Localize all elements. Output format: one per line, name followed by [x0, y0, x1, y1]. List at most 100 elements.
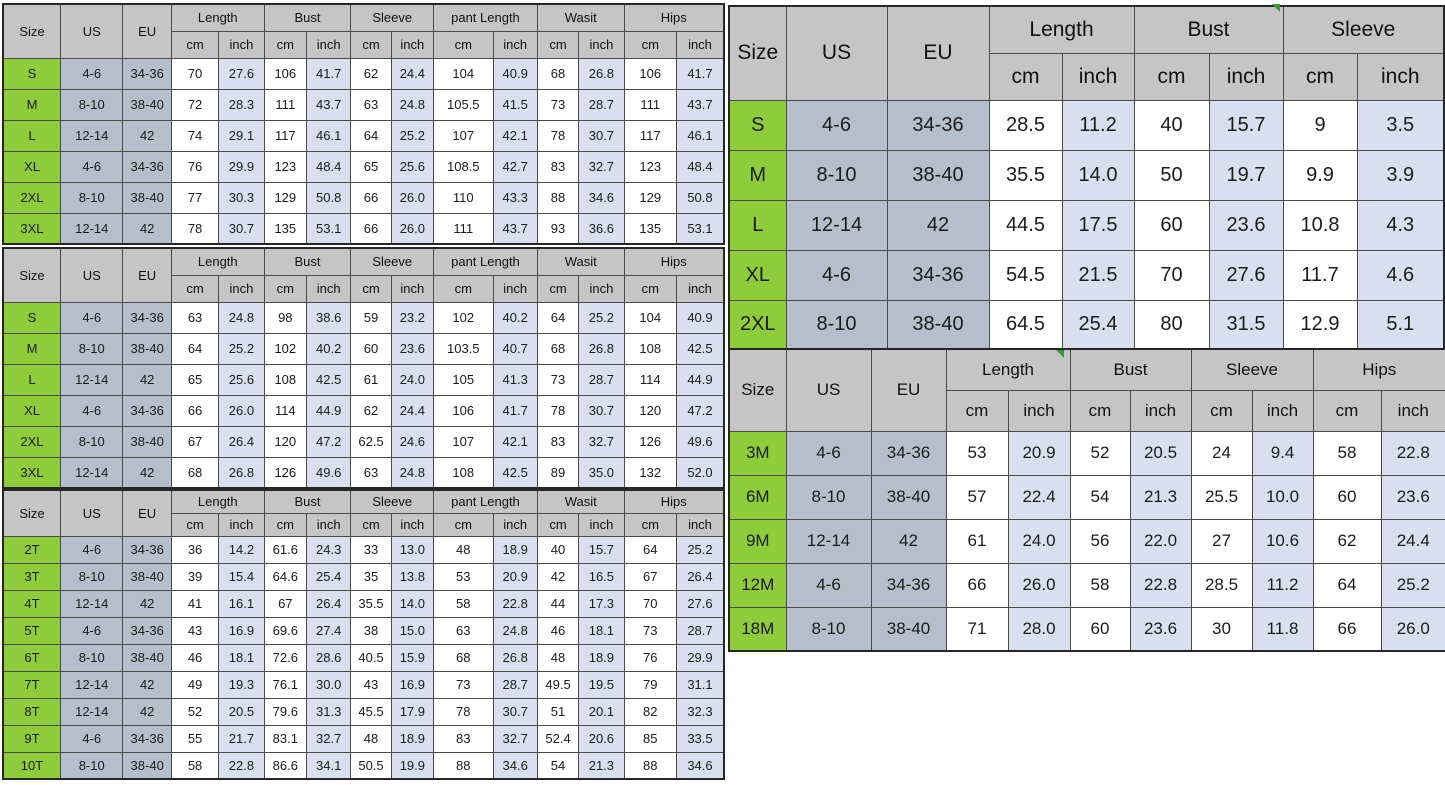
unit-inch-header: inch — [1251, 389, 1314, 432]
measurement-cell: 27.4 — [305, 616, 352, 645]
column-group-header: Bust — [1069, 348, 1192, 391]
unit-cm-header: cm — [263, 512, 307, 537]
measurement-cell: 10.6 — [1251, 518, 1314, 564]
measurement-cell: 58 — [1069, 562, 1131, 608]
measurement-cell: 108.5 — [433, 150, 494, 183]
column-header: US — [59, 489, 124, 537]
size-cell: 6M — [728, 474, 787, 520]
us-size-cell: 4-6 — [785, 99, 888, 151]
size-cell: 9T — [2, 724, 61, 753]
unit-cm-header: cm — [1312, 389, 1382, 432]
measurement-cell: 78 — [170, 212, 220, 245]
measurement-cell: 68 — [536, 57, 580, 90]
measurement-cell: 66 — [945, 562, 1009, 608]
table-row: 7T 12-14 42 49 19.3 76.1 30.0 43 16.9 73 28.7 49.5 1… — [2, 670, 725, 699]
table-row: L 12-14 42 44.5 17.5 60 23.6 10.8 4.3 — [728, 199, 1445, 251]
column-header: US — [785, 5, 888, 101]
column-header: Size — [728, 5, 787, 101]
measurement-cell: 135 — [623, 212, 677, 245]
measurement-cell: 28.5 — [1190, 562, 1253, 608]
size-cell: XL — [2, 394, 61, 427]
unit-inch-header: inch — [492, 512, 538, 537]
unit-cm-header: cm — [263, 30, 307, 59]
measurement-cell: 52 — [170, 697, 220, 726]
unit-cm-header: cm — [536, 274, 580, 303]
measurement-cell: 78 — [433, 697, 494, 726]
measurement-cell: 58 — [170, 751, 220, 780]
measurement-cell: 17.9 — [390, 697, 435, 726]
table-row: 3T 8-10 38-40 39 15.4 64.6 25.4 35 13.8 53 20.9 42 1… — [2, 562, 725, 591]
column-header: EU — [122, 489, 172, 537]
measurement-cell: 46 — [536, 616, 580, 645]
measurement-cell: 28.5 — [988, 99, 1063, 151]
measurement-cell: 24.3 — [305, 535, 352, 564]
measurement-cell: 61.6 — [263, 535, 307, 564]
measurement-cell: 41.3 — [492, 363, 538, 396]
measurement-cell: 86.6 — [263, 751, 307, 780]
measurement-cell: 16.9 — [390, 670, 435, 699]
us-size-cell: 8-10 — [59, 425, 124, 458]
measurement-cell: 66 — [350, 181, 392, 214]
measurement-cell: 126 — [623, 425, 677, 458]
eu-size-cell: 42 — [122, 697, 172, 726]
measurement-cell: 26.8 — [218, 456, 265, 489]
unit-inch-header: inch — [390, 512, 435, 537]
measurement-cell: 66 — [350, 212, 392, 245]
table-row: 3M 4-6 34-36 53 20.9 52 20.5 24 9.4 58 22.8 — [728, 430, 1445, 476]
measurement-cell: 108 — [623, 332, 677, 365]
measurement-cell: 28.7 — [675, 616, 725, 645]
unit-cm-header: cm — [170, 512, 220, 537]
measurement-cell: 60 — [1133, 199, 1210, 251]
measurement-cell: 64.5 — [988, 299, 1063, 351]
measurement-cell: 30.3 — [218, 181, 265, 214]
measurement-cell: 25.2 — [578, 301, 625, 334]
measurement-cell: 35.5 — [988, 149, 1063, 201]
table-row: 5T 4-6 34-36 43 16.9 69.6 27.4 38 15.0 63 24.8 46 18… — [2, 616, 725, 645]
measurement-cell: 20.1 — [578, 697, 625, 726]
measurement-cell: 52.4 — [536, 724, 580, 753]
measurement-cell: 73 — [433, 670, 494, 699]
us-size-cell: 4-6 — [59, 301, 124, 334]
measurement-cell: 3.9 — [1356, 149, 1445, 201]
table-row: 4T 12-14 42 41 16.1 67 26.4 35.5 14.0 58 22.8 44 17.… — [2, 589, 725, 618]
measurement-cell: 30 — [1190, 606, 1253, 652]
measurement-cell: 14.0 — [390, 589, 435, 618]
measurement-cell: 107 — [433, 425, 494, 458]
measurement-cell: 26.8 — [578, 57, 625, 90]
column-group-header: pant Length — [433, 3, 538, 32]
measurement-cell: 40 — [1133, 99, 1210, 151]
measurement-cell: 44 — [536, 589, 580, 618]
measurement-cell: 22.0 — [1129, 518, 1192, 564]
measurement-cell: 29.9 — [675, 643, 725, 672]
measurement-cell: 53 — [433, 562, 494, 591]
measurement-cell: 82 — [623, 697, 677, 726]
size-cell: S — [2, 301, 61, 334]
measurement-cell: 12.9 — [1282, 299, 1358, 351]
measurement-cell: 15.4 — [218, 562, 265, 591]
unit-cm-header: cm — [170, 30, 220, 59]
us-size-cell: 8-10 — [59, 643, 124, 672]
measurement-cell: 89 — [536, 456, 580, 489]
measurement-cell: 19.5 — [578, 670, 625, 699]
unit-header-row: cm inch cm inch cm inch — [729, 52, 1445, 101]
eu-size-cell: 34-36 — [122, 150, 172, 183]
measurement-cell: 26.0 — [1380, 606, 1445, 652]
us-size-cell: 4-6 — [59, 57, 124, 90]
measurement-cell: 28.3 — [218, 88, 265, 121]
measurement-cell: 34.6 — [492, 751, 538, 780]
eu-size-cell: 34-36 — [122, 301, 172, 334]
table-row: XL 4-6 34-36 54.5 21.5 70 27.6 11.7 4.6 — [728, 249, 1445, 301]
measurement-cell: 102 — [263, 332, 307, 365]
measurement-cell: 16.9 — [218, 616, 265, 645]
measurement-cell: 64 — [536, 301, 580, 334]
measurement-cell: 14.0 — [1061, 149, 1135, 201]
measurement-cell: 47.2 — [305, 425, 352, 458]
measurement-cell: 16.1 — [218, 589, 265, 618]
measurement-cell: 56 — [1069, 518, 1131, 564]
measurement-cell: 30.7 — [578, 119, 625, 152]
measurement-cell: 36.6 — [578, 212, 625, 245]
measurement-cell: 135 — [263, 212, 307, 245]
unit-cm-header: cm — [1282, 52, 1358, 101]
eu-size-cell: 42 — [122, 212, 172, 245]
